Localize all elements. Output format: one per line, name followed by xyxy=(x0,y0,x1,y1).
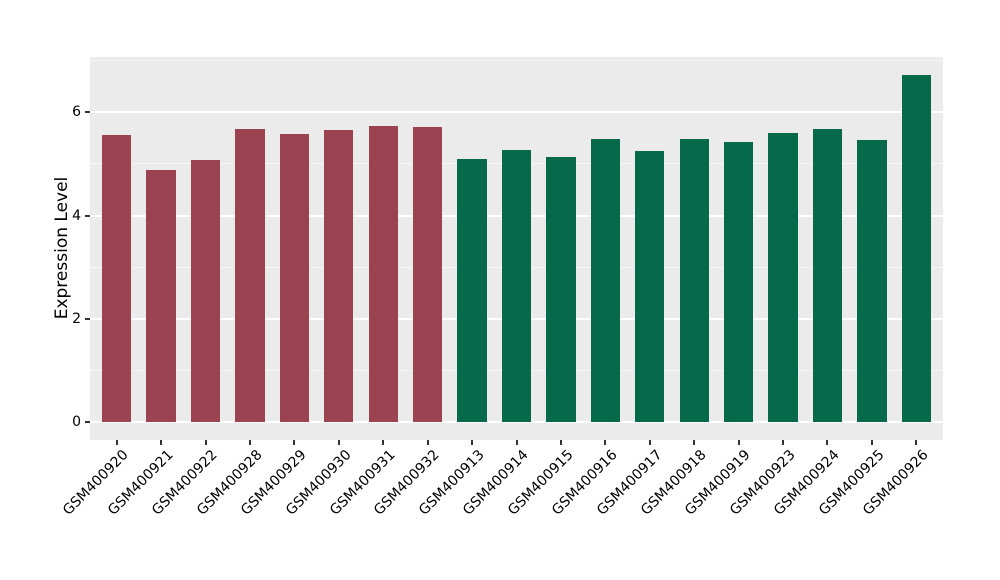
bar-GSM400914 xyxy=(501,149,532,423)
gridline-major xyxy=(90,111,943,114)
bar-GSM400919 xyxy=(723,141,754,423)
bar-GSM400931 xyxy=(368,126,398,423)
bar-GSM400917 xyxy=(635,150,665,423)
y-tick-label: 0 xyxy=(72,414,81,431)
bar-GSM400915 xyxy=(546,157,576,423)
bar-GSM400926 xyxy=(901,74,931,423)
x-tick-mark xyxy=(604,440,607,445)
x-tick-mark xyxy=(870,440,873,445)
x-tick-mark xyxy=(737,440,740,445)
bar-GSM400916 xyxy=(590,138,620,423)
x-tick-mark xyxy=(204,440,207,445)
bar-GSM400921 xyxy=(146,169,176,423)
x-tick-mark xyxy=(337,440,340,445)
x-tick-mark xyxy=(915,440,918,445)
y-axis-title: Expression Level xyxy=(52,176,72,320)
bar-GSM400932 xyxy=(412,127,443,423)
x-tick-mark xyxy=(160,440,163,445)
bar-GSM400920 xyxy=(101,134,132,423)
y-tick-mark xyxy=(85,421,90,424)
x-tick-mark xyxy=(115,440,118,445)
gridline-minor xyxy=(90,60,943,62)
bar-GSM400930 xyxy=(324,129,354,423)
y-tick-label: 6 xyxy=(72,104,81,121)
x-tick-mark xyxy=(782,440,785,445)
bar-GSM400924 xyxy=(812,129,843,423)
x-tick-mark xyxy=(693,440,696,445)
y-tick-mark xyxy=(85,318,90,321)
bar-GSM400925 xyxy=(857,140,887,423)
x-tick-mark xyxy=(515,440,518,445)
x-tick-mark xyxy=(826,440,829,445)
gridline-major xyxy=(90,421,943,424)
y-tick-label: 4 xyxy=(72,207,81,224)
plot-panel xyxy=(90,57,943,440)
bar-GSM400922 xyxy=(190,160,221,423)
bar-GSM400918 xyxy=(679,138,709,423)
x-tick-mark xyxy=(648,440,651,445)
bar-GSM400928 xyxy=(235,128,265,423)
x-tick-mark xyxy=(559,440,562,445)
bar-GSM400923 xyxy=(768,133,798,423)
x-tick-mark xyxy=(382,440,385,445)
x-tick-mark xyxy=(293,440,296,445)
y-tick-label: 2 xyxy=(72,311,81,328)
x-tick-mark xyxy=(426,440,429,445)
bar-GSM400929 xyxy=(279,134,310,423)
x-tick-mark xyxy=(471,440,474,445)
y-tick-mark xyxy=(85,214,90,217)
x-tick-mark xyxy=(248,440,251,445)
y-tick-mark xyxy=(85,111,90,114)
bar-GSM400913 xyxy=(457,158,487,423)
